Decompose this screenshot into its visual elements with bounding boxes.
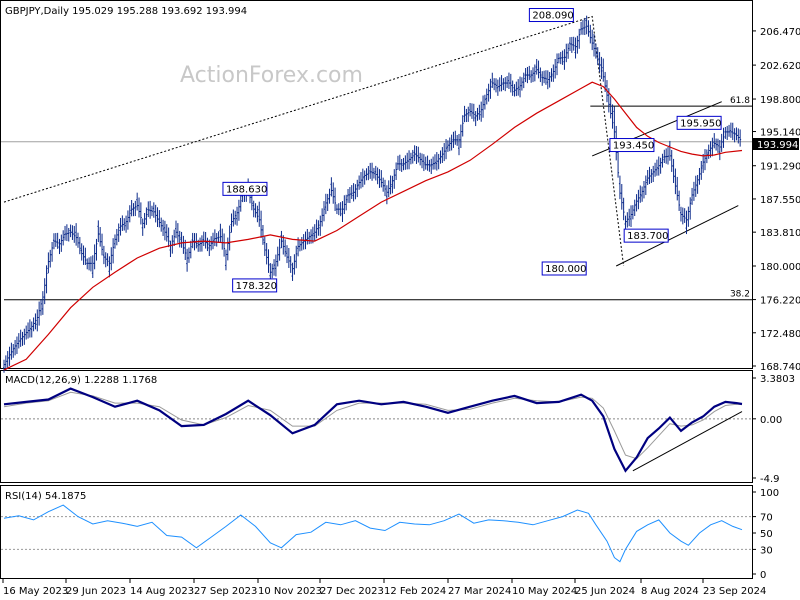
price-y-tick-label: 195.140 [760, 128, 800, 139]
x-tick-label: 10 May 2024 [512, 586, 577, 597]
price-annotation-box [528, 8, 574, 23]
moving-average-line [3, 81, 743, 371]
price-annotation-box [222, 181, 268, 196]
price-annotation-box [541, 261, 587, 276]
price-layer: 206.470 202.620 198.800 195.140 191.290 187.5… [1, 8, 800, 373]
price-annotation-label: 188.630 [226, 184, 267, 195]
price-y-tick-label: 168.740 [760, 362, 800, 373]
x-tick-label: 27 Dec 2023 [320, 586, 384, 597]
rsi-y-tick-label: 70 [760, 513, 773, 524]
price-y-tick-label: 180.000 [760, 262, 800, 273]
x-tick-label: 14 Aug 2023 [130, 586, 194, 597]
price-y-tick-label: 202.620 [760, 61, 800, 72]
rsi-y-tick-label: 0 [760, 570, 766, 581]
macd-trendline [632, 411, 743, 472]
price-y-tick-label: 187.550 [760, 195, 800, 206]
last-price-label: 193.994 [757, 140, 798, 151]
price-annotation-box [609, 138, 655, 153]
price-y-tick-label: 172.480 [760, 329, 800, 340]
channel-lower-line [615, 205, 739, 267]
price-annotation-box [232, 278, 278, 293]
macd-header: MACD(12,26,9) 1.2288 1.1768 [5, 375, 157, 386]
x-tick-label: 29 Jun 2023 [66, 586, 126, 597]
price-annotation-label: 208.090 [532, 11, 573, 22]
x-tick-label: 27 Mar 2024 [448, 586, 511, 597]
fib-level-label: 61.8 [730, 96, 750, 106]
rsi-panel-frame [0, 485, 753, 579]
price-panel-frame [0, 0, 753, 369]
macd-line [3, 387, 743, 473]
rsi-y-tick-label: 30 [760, 545, 773, 556]
x-tick-label: 10 Nov 2023 [258, 586, 322, 597]
last-price-badge [753, 138, 799, 150]
dotted-trendline [3, 15, 625, 267]
price-annotation-box [676, 115, 722, 130]
macd-layer: 3.3803 0.00 -4.9 [1, 374, 795, 485]
price-annotation-label: 193.450 [613, 141, 654, 152]
rsi-y-tick-label: 50 [760, 529, 773, 540]
price-y-tick-label: 191.290 [760, 162, 800, 173]
x-tick-label: 27 Sep 2023 [194, 586, 257, 597]
x-tick-label: 16 May 2023 [3, 586, 68, 597]
price-y-tick-label: 183.810 [760, 228, 800, 239]
x-tick-label: 8 Aug 2024 [641, 586, 699, 597]
rsi-line [3, 504, 743, 563]
rsi-y-tick-label: 100 [760, 488, 779, 499]
x-tick-label: 12 Feb 2024 [384, 586, 446, 597]
watermark: ActionForex.com [180, 63, 363, 88]
price-y-tick-label: 206.470 [760, 27, 800, 38]
price-y-tick-label: 198.800 [760, 95, 800, 106]
fib-level-label: 38.2 [730, 290, 750, 300]
price-annotation-label: 178.320 [236, 281, 277, 292]
price-annotation-box [623, 228, 669, 243]
price-y-tick-label: 176.220 [760, 296, 800, 307]
macd-y-tick-label: 3.3803 [760, 374, 795, 385]
macd-y-tick-label: 0.00 [760, 415, 782, 426]
rsi-layer: 100 70 50 30 0 [1, 488, 779, 581]
macd-panel-frame [0, 370, 753, 483]
price-annotation-label: 195.950 [680, 118, 721, 129]
price-annotation-label: 180.000 [545, 264, 586, 275]
x-tick-label: 25 Jun 2024 [575, 586, 635, 597]
price-annotation-label: 183.700 [627, 231, 668, 242]
rsi-header: RSI(14) 54.1875 [5, 491, 86, 502]
symbol-header: GBPJPY,Daily 195.029 195.288 193.692 193… [5, 6, 247, 17]
macd-y-tick-label: -4.9 [760, 474, 780, 485]
x-tick-label: 23 Sep 2024 [703, 586, 766, 597]
